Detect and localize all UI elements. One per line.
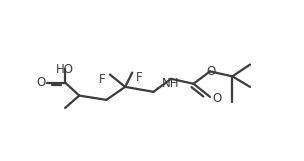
Text: F: F (136, 71, 142, 84)
Text: O: O (36, 76, 46, 89)
Text: O: O (212, 92, 222, 104)
Text: O: O (206, 65, 216, 78)
Text: HO: HO (56, 63, 74, 76)
Text: F: F (98, 73, 105, 86)
Text: NH: NH (162, 77, 180, 90)
